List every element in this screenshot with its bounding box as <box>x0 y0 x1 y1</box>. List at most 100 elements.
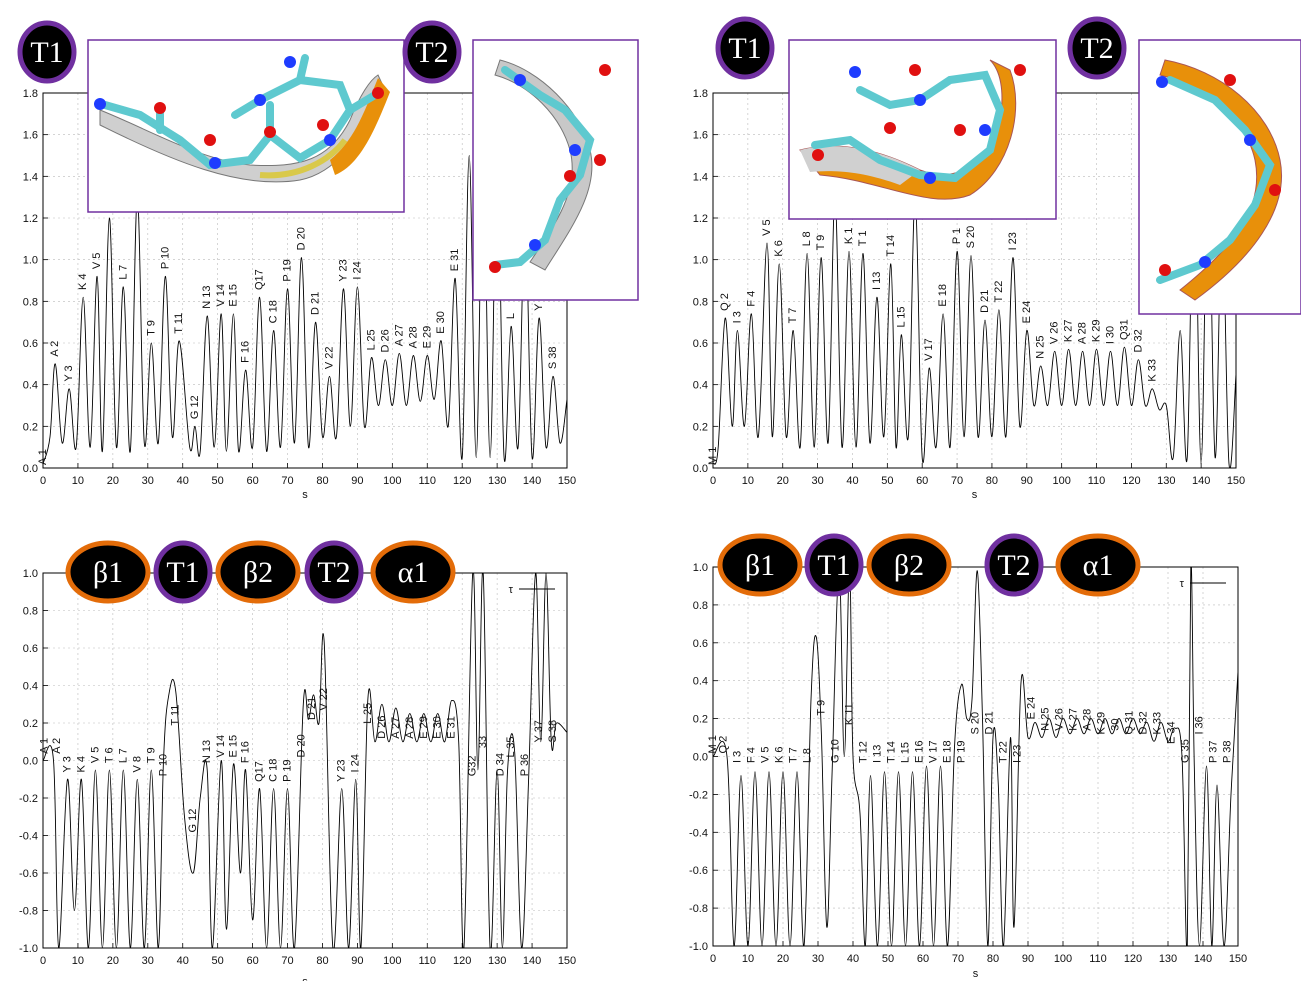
y-tick-label: 0.2 <box>23 421 38 433</box>
y-tick-label: 0.8 <box>23 296 38 308</box>
x-tick-label: 30 <box>142 475 154 487</box>
residue-label: E 16 <box>914 740 926 763</box>
residue-label: G 35 <box>1180 739 1192 763</box>
residue-label: K 4 <box>75 756 87 773</box>
residue-label: C 18 <box>268 300 280 323</box>
residue-label: I 3 <box>732 751 744 763</box>
inset-t1-left <box>88 40 404 212</box>
x-tick-label: 110 <box>1089 953 1107 965</box>
x-tick-label: 40 <box>177 475 189 487</box>
x-tick-label: 20 <box>777 475 789 487</box>
residue-label: E 18 <box>942 740 954 763</box>
residue-label: K 6 <box>773 240 785 257</box>
residue-label: E 24 <box>1021 301 1033 324</box>
residue-label: A 28 <box>404 717 416 739</box>
residue-label: T 11 <box>173 313 185 334</box>
residue-label: A 28 <box>1077 322 1089 344</box>
y-tick-label: 1.4 <box>23 171 38 183</box>
residue-label: T 7 <box>788 747 800 763</box>
residue-label: F 4 <box>746 747 758 763</box>
x-tick-label: 30 <box>142 955 154 967</box>
residue-label: D 32 <box>1132 329 1144 352</box>
x-tick-label: 50 <box>212 475 224 487</box>
y-tick-label: 1.6 <box>23 130 38 142</box>
x-tick-label: 0 <box>710 953 716 965</box>
residue-label: T 1 <box>857 231 869 247</box>
residue-label: E 30 <box>435 311 447 334</box>
legend-label: τ <box>509 584 514 596</box>
x-tick-label: 40 <box>847 953 859 965</box>
residue-label: L 35 <box>505 736 517 757</box>
x-tick-label: 70 <box>281 475 293 487</box>
residue-label: P 10 <box>159 247 171 269</box>
residue-label: T 7 <box>787 308 799 324</box>
badge-label: T2 <box>317 556 350 589</box>
residue-label: V 22 <box>323 347 335 370</box>
residue-label: P 36 <box>519 754 531 776</box>
x-tick-label: 70 <box>952 953 964 965</box>
residue-label: K 33 <box>1152 712 1164 735</box>
y-tick-label: 0.4 <box>23 380 38 392</box>
residue-label: V 5 <box>91 253 103 270</box>
x-tick-label: 80 <box>316 955 328 967</box>
residue-label: G 12 <box>187 809 199 833</box>
residue-label: E 31 <box>446 716 458 739</box>
badge-label: T1 <box>817 549 850 582</box>
badge-label: α1 <box>398 556 429 589</box>
residue-label: V 5 <box>89 747 101 764</box>
residue-label: L 25 <box>365 329 377 350</box>
residue-label: K 6 <box>774 746 786 763</box>
residue-label: E 15 <box>227 735 239 758</box>
residue-label: K 33 <box>1146 359 1158 382</box>
residue-label: A 28 <box>1082 709 1094 731</box>
residue-label: A 1 <box>39 738 51 754</box>
badge-label: T1 <box>30 36 63 69</box>
residue-label: T 14 <box>885 235 897 257</box>
residue-label: L <box>505 313 517 319</box>
y-tick-label: -0.8 <box>689 903 708 915</box>
y-tick-label: -0.2 <box>689 789 708 801</box>
x-tick-label: 70 <box>951 475 963 487</box>
x-tick-label: 100 <box>383 475 401 487</box>
residue-label: V 5 <box>761 219 773 236</box>
residue-label: L 7 <box>117 265 129 280</box>
residue-label: T 6 <box>103 747 115 763</box>
x-tick-label: 30 <box>812 953 824 965</box>
residue-label: G 10 <box>830 739 842 763</box>
residue-label: N 13 <box>201 740 213 763</box>
y-tick-label: -0.4 <box>689 827 708 839</box>
residue-label: Q 31 <box>1124 711 1136 735</box>
residue-label: N 25 <box>1035 336 1047 359</box>
x-tick-label: 60 <box>246 955 258 967</box>
x-tick-label: 110 <box>1088 475 1106 487</box>
residue-label: 33 <box>477 736 489 748</box>
y-tick-label: 1.0 <box>23 568 38 580</box>
residue-label: P 19 <box>282 259 294 281</box>
residue-label: 30 <box>1110 719 1122 731</box>
residue-label: D 21 <box>984 711 996 734</box>
residue-label: D 26 <box>379 329 391 352</box>
y-tick-label: 0.6 <box>23 643 38 655</box>
residue-label: S 20 <box>970 712 982 735</box>
y-tick-label: 0.6 <box>693 338 708 350</box>
x-tick-label: 150 <box>1229 953 1247 965</box>
residue-label: D 20 <box>296 734 308 757</box>
x-tick-label: 20 <box>777 953 789 965</box>
residue-label: Y 37 <box>533 720 545 742</box>
y-tick-label: -0.4 <box>19 831 38 843</box>
badge-label: α1 <box>1083 549 1114 582</box>
residue-label: P 38 <box>1222 741 1234 763</box>
residue-label: K 27 <box>1068 708 1080 731</box>
residue-label: E 18 <box>937 284 949 307</box>
badge-label: β1 <box>93 556 123 589</box>
x-tick-label: 90 <box>1022 953 1034 965</box>
y-tick-label: 1.8 <box>23 88 38 100</box>
y-tick-label: -1.0 <box>689 941 708 953</box>
residue-label: A 27 <box>393 324 405 346</box>
residue-label: I 13 <box>871 272 883 290</box>
residue-label: T 22 <box>993 281 1005 303</box>
y-tick-label: 0.8 <box>693 600 708 612</box>
residue-label: S 38 <box>547 720 559 743</box>
x-tick-label: 120 <box>1122 475 1140 487</box>
residue-label: D 32 <box>1138 711 1150 734</box>
